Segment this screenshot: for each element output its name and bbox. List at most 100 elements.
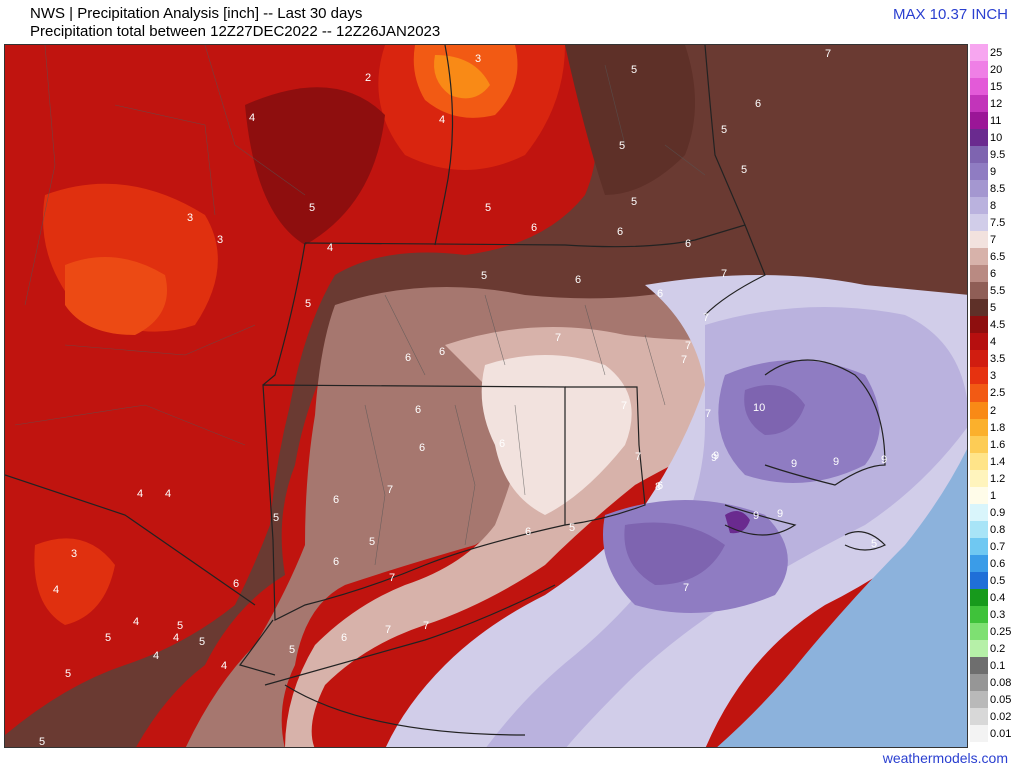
legend-label: 15 — [990, 81, 1003, 94]
contour-value-label: 4 — [137, 488, 143, 500]
contour-value-label: 7 — [635, 451, 641, 463]
legend-entry: 4 — [968, 333, 1024, 351]
legend-swatch — [970, 520, 988, 538]
legend-swatch — [970, 384, 988, 402]
legend-entry: 0.6 — [968, 554, 1024, 572]
legend-entry: 1.8 — [968, 418, 1024, 436]
contour-value-label: 5 — [485, 202, 491, 214]
legend-entry: 0.8 — [968, 520, 1024, 538]
legend-label: 2.5 — [990, 387, 1006, 400]
legend-entry: 5 — [968, 299, 1024, 317]
legend-entry: 1 — [968, 486, 1024, 504]
contour-value-label: 6 — [439, 346, 445, 358]
contour-value-label: 5 — [619, 140, 625, 152]
legend-entry: 6.5 — [968, 248, 1024, 266]
legend-label: 1.4 — [990, 455, 1006, 468]
contour-value-label: 5 — [39, 736, 45, 748]
contour-value-label: 5 — [199, 636, 205, 648]
legend-swatch — [970, 418, 988, 436]
contour-value-label: 4 — [153, 650, 159, 662]
legend-label: 0.3 — [990, 608, 1006, 621]
contour-value-label: 3 — [71, 548, 77, 560]
legend-entry: 6 — [968, 265, 1024, 283]
legend-entry: 7 — [968, 231, 1024, 249]
legend-swatch — [970, 486, 988, 504]
legend-swatch — [970, 316, 988, 334]
legend-label: 0.2 — [990, 642, 1006, 655]
legend-label: 0.05 — [990, 693, 1012, 706]
contour-value-label: 9 — [777, 508, 783, 520]
contour-value-label: 7 — [423, 620, 429, 632]
legend-entry: 1.2 — [968, 469, 1024, 487]
legend-swatch — [970, 129, 988, 147]
contour-value-label: 6 — [415, 404, 421, 416]
contour-value-label: 4 — [249, 112, 255, 124]
map-subtitle: Precipitation total between 12Z27DEC2022… — [30, 23, 441, 40]
legend-entry: 9.5 — [968, 146, 1024, 164]
legend-entry: 0.5 — [968, 571, 1024, 589]
legend-label: 1.8 — [990, 421, 1006, 434]
contour-value-label: 3 — [475, 53, 481, 65]
contour-value-label: 7 — [555, 332, 561, 344]
legend-swatch — [970, 588, 988, 606]
max-value-label: MAX 10.37 INCH — [892, 6, 1008, 23]
legend-entry: 25 — [968, 44, 1024, 62]
legend-swatch — [970, 299, 988, 317]
legend-swatch — [970, 248, 988, 266]
precipitation-map: 3 4 2 4 5 6 7 5 3 3 4 5 5 5 5 5 6 6 6 7 7 7 5 6 6 6 6 7 7 7 10 9 9 9 9 6 6 7 6… — [4, 44, 968, 748]
legend-label: 5 — [990, 302, 997, 315]
legend-entry: 11 — [968, 112, 1024, 130]
contour-value-label: 6 — [755, 98, 761, 110]
contour-value-label: 5 — [631, 196, 637, 208]
legend-swatch — [970, 673, 988, 691]
contour-value-label: 9 — [833, 456, 839, 468]
legend-swatch — [970, 401, 988, 419]
contour-value-label: 6 — [617, 226, 623, 238]
contour-value-label: 7 — [681, 354, 687, 366]
legend-swatch — [970, 163, 988, 181]
legend-swatch — [970, 44, 988, 62]
legend-entry: 0.08 — [968, 673, 1024, 691]
legend-swatch — [970, 469, 988, 487]
legend-swatch — [970, 197, 988, 215]
legend-entry: 7.5 — [968, 214, 1024, 232]
legend-label: 10 — [990, 132, 1003, 145]
contour-value-label: 6 — [531, 222, 537, 234]
contour-value-label: 10 — [753, 402, 765, 414]
state-boundaries — [5, 45, 887, 736]
legend-entry: 9 — [968, 163, 1024, 181]
contour-value-label: 3 — [187, 212, 193, 224]
contour-value-label: 7 — [385, 624, 391, 636]
contour-value-label: 4 — [133, 616, 139, 628]
legend-entry: 0.2 — [968, 639, 1024, 657]
legend-label: 6 — [990, 268, 997, 281]
contour-value-label: 7 — [621, 400, 627, 412]
legend-swatch — [970, 78, 988, 96]
contour-value-label: 8 — [655, 481, 661, 493]
legend-label: 1 — [990, 489, 997, 502]
contour-value-label: 4 — [165, 488, 171, 500]
contour-value-label: 4 — [173, 632, 179, 644]
legend-label: 7 — [990, 234, 997, 247]
legend-label: 1.2 — [990, 472, 1006, 485]
legend-entry: 3 — [968, 367, 1024, 385]
legend-swatch — [970, 265, 988, 283]
contour-value-label: 6 — [525, 526, 531, 538]
contour-value-label: 9 — [711, 452, 717, 464]
legend-label: 0.25 — [990, 625, 1012, 638]
legend-swatch — [970, 605, 988, 623]
contour-value-label: 5 — [569, 522, 575, 534]
legend-label: 12 — [990, 98, 1003, 111]
legend-entry: 0.7 — [968, 537, 1024, 555]
county-boundaries — [14, 45, 706, 566]
legend-label: 0.08 — [990, 676, 1012, 689]
legend-label: 0.4 — [990, 591, 1006, 604]
contour-value-label: 7 — [703, 312, 709, 324]
contour-value-label: 6 — [405, 352, 411, 364]
contour-value-label: 6 — [333, 494, 339, 506]
contour-value-label: 9 — [713, 450, 719, 462]
legend-entry: 2 — [968, 401, 1024, 419]
legend-swatch — [970, 350, 988, 368]
contour-value-label: 4 — [439, 114, 445, 126]
contour-value-label: 6 — [341, 632, 347, 644]
